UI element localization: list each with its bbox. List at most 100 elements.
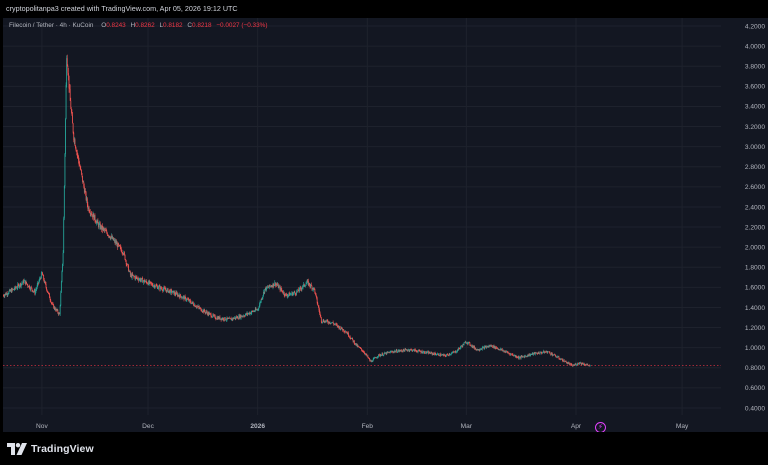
candle-body [536,353,538,354]
candle-body [53,306,55,309]
candle-body [96,220,98,222]
candle-body [414,349,416,352]
candle-body [552,354,554,356]
candle-body [50,302,52,303]
candle-body [412,350,414,352]
candle-body [578,363,580,365]
candle-body [421,350,422,353]
candle-body [286,294,287,296]
candle-body [271,286,273,287]
price-tick-label: 3.0000 [745,144,766,151]
candle-body [220,318,221,320]
candle-body [536,353,537,354]
candlestick-chart[interactable]: 0.821847:07 4.20004.00003.80003.60003.40… [3,18,768,432]
candle-body [414,349,415,352]
candle-body [364,353,366,355]
candle-body [370,360,372,362]
candle-body [194,304,196,307]
candle-body [365,354,366,355]
candle-body [35,289,37,291]
candle-body [56,308,58,311]
tradingview-logo-icon [7,443,27,455]
candle-body [412,349,414,351]
candle-body [373,357,375,359]
candle-body [564,360,566,362]
open-key: O [101,22,107,29]
candle-body [385,352,387,355]
candle-body [361,349,363,351]
candle-body [570,363,572,365]
candle-body [191,301,193,303]
candle-body [395,351,397,353]
candle-body [55,309,56,311]
candle-body [52,303,53,305]
candle-body [507,352,509,354]
candle-body [338,325,339,327]
candle-body [27,284,29,287]
candle-body [244,316,246,317]
candle-body [229,317,231,319]
candle-body [81,169,82,174]
candle-body [577,362,579,364]
candle-body [570,363,572,365]
candle-body [162,289,164,291]
candle-body [485,346,487,348]
candle-body [360,348,362,349]
candle-body [350,338,352,339]
candle-body [539,352,541,354]
candle-body [280,287,282,291]
candle-body [392,351,394,353]
lightning-icon[interactable]: ⚡ [595,422,606,432]
candle-body [50,300,52,303]
candle-body [493,345,494,348]
candle-body [423,351,425,353]
candle-body [257,309,259,310]
price-tick-label: 1.6000 [745,285,766,292]
candle-body [515,355,517,357]
price-tick-label: 2.2000 [745,224,766,231]
candle-body [139,278,141,281]
candle-body [369,360,371,361]
candle-body [347,332,349,335]
candle-body [296,291,298,293]
candle-body [511,354,513,356]
candle-body [284,293,286,296]
candle-body [397,350,399,353]
candle-body [457,349,459,351]
candle-body [543,351,544,353]
price-tick-label: 4.2000 [745,23,766,30]
candle-body [410,349,412,350]
time-tick-label: Mar [461,423,473,430]
candle-body [64,154,66,187]
candle-body [484,346,486,349]
candle-body [22,282,23,284]
candle-body [99,223,101,225]
candle-body [510,353,512,355]
candle-body [132,275,134,277]
candle-body [556,357,558,358]
candle-body [487,346,489,347]
candle-body [419,351,421,352]
candle-body [554,354,556,355]
candle-body [346,332,348,335]
candle-body [569,363,571,365]
candle-body [256,309,258,311]
tradingview-brand[interactable]: TradingView [7,440,94,458]
price-tick-label: 2.6000 [745,184,766,191]
candle-body [517,357,519,359]
chart-area[interactable]: 0.821847:07 4.20004.00003.80003.60003.40… [3,18,768,432]
candle-body [86,198,88,200]
candle-body [534,352,536,355]
candle-body [321,322,323,323]
candle-body [322,321,323,323]
price-tick-label: 3.8000 [745,64,766,71]
candle-body [336,324,338,327]
candle-body [305,285,306,287]
candle-body [32,291,34,292]
candle-body [415,350,417,352]
candle-body [125,259,127,261]
candle-body [386,352,388,353]
candle-body [561,358,563,360]
candle-body [313,287,315,290]
candle-body [14,286,16,290]
